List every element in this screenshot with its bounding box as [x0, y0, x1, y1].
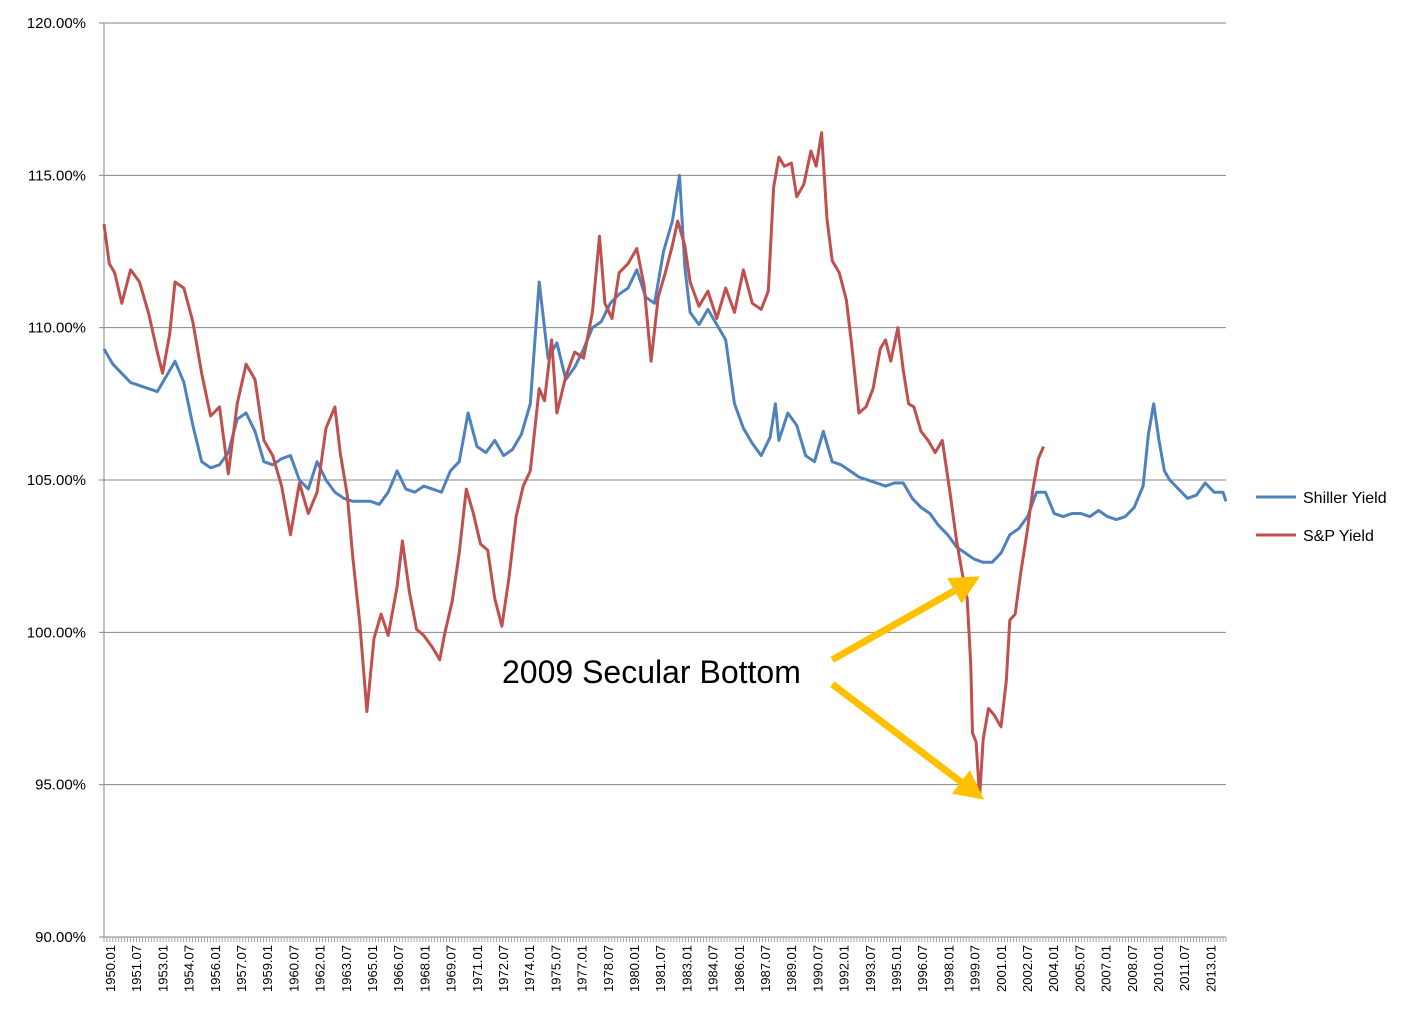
annotation-arrow [830, 576, 981, 663]
x-tick-label: 1992.01 [837, 945, 852, 992]
legend-label: Shiller Yield [1303, 490, 1387, 507]
x-tick-label: 1996.07 [915, 945, 930, 992]
x-tick-label: 1998.01 [941, 945, 956, 992]
x-tick-label: 1971.01 [470, 945, 485, 992]
x-tick-label: 1960.07 [286, 945, 301, 992]
y-axis-tick-labels: 90.00% 95.00% 100.00% 105.00% 110.00% 115.00%… [27, 15, 86, 946]
y-tick-label: 120.00% [27, 15, 86, 32]
x-tick-label: 1980.01 [627, 945, 642, 992]
x-tick-label: 1983.01 [679, 945, 694, 992]
legend: Shiller Yield S&P Yield [1256, 490, 1387, 545]
x-tick-label: 2013.01 [1203, 945, 1218, 992]
x-tick-label: 1962.01 [313, 945, 328, 992]
x-tick-label: 1959.01 [260, 945, 275, 992]
x-tick-label: 1977.01 [575, 945, 590, 992]
series-line-1 [102, 131, 1045, 799]
y-tick-label: 105.00% [27, 472, 86, 489]
annotation-text: 2009 Secular Bottom [502, 654, 801, 690]
x-tick-label: 2002.07 [1020, 945, 1035, 992]
x-tick-label: 1987.07 [758, 945, 773, 992]
annotation: 2009 Secular Bottom [502, 576, 985, 800]
x-tick-label: 1954.07 [182, 945, 197, 992]
x-axis-tick-labels: 1950.01 1951.07 1953.01 1954.07 1956.01 1957.… [103, 945, 1218, 992]
x-tick-label: 1984.07 [706, 945, 721, 992]
x-tick-label: 2010.01 [1151, 945, 1166, 992]
x-tick-label: 1974.01 [522, 945, 537, 992]
x-tick-label: 1950.01 [103, 945, 118, 992]
gridlines [99, 22, 1226, 938]
y-tick-label: 115.00% [28, 167, 86, 184]
x-tick-label: 1972.07 [496, 945, 511, 992]
x-tick-label: 1957.07 [234, 945, 249, 992]
x-axis-minor-ticks [103, 937, 1227, 942]
x-tick-label: 1969.07 [444, 945, 459, 992]
x-tick-label: 2005.07 [1072, 945, 1087, 992]
series-line-0 [102, 173, 1228, 564]
x-tick-label: 2001.01 [994, 945, 1009, 992]
x-tick-label: 1968.01 [417, 945, 432, 992]
y-tick-label: 110.00% [28, 320, 86, 337]
legend-label: S&P Yield [1303, 528, 1374, 545]
x-tick-label: 1963.07 [339, 945, 354, 992]
series-lines [102, 131, 1228, 799]
x-tick-label: 1953.01 [155, 945, 170, 992]
x-tick-label: 1990.07 [810, 945, 825, 992]
x-tick-label: 1986.01 [732, 945, 747, 992]
x-tick-label: 1966.07 [391, 945, 406, 992]
x-minor-ticks-path [103, 937, 1227, 942]
x-tick-label: 2004.01 [1046, 945, 1061, 992]
x-tick-label: 1978.07 [601, 945, 616, 992]
annotation-arrow [830, 681, 985, 800]
x-tick-label: 1975.07 [548, 945, 563, 992]
x-tick-label: 1995.01 [889, 945, 904, 992]
x-tick-label: 1999.07 [968, 945, 983, 992]
y-tick-label: 100.00% [27, 624, 86, 641]
x-tick-label: 2007.01 [1099, 945, 1114, 992]
x-tick-label: 1993.07 [863, 945, 878, 992]
x-tick-label: 2008.07 [1125, 945, 1140, 992]
x-tick-label: 1965.01 [365, 945, 380, 992]
y-tick-label: 95.00% [35, 777, 86, 794]
x-tick-label: 1981.07 [653, 945, 668, 992]
x-tick-label: 1951.07 [129, 945, 144, 992]
x-tick-label: 1989.01 [784, 945, 799, 992]
y-tick-label: 90.00% [35, 929, 86, 946]
x-tick-label: 1956.01 [208, 945, 223, 992]
x-tick-label: 2011.07 [1177, 945, 1192, 991]
